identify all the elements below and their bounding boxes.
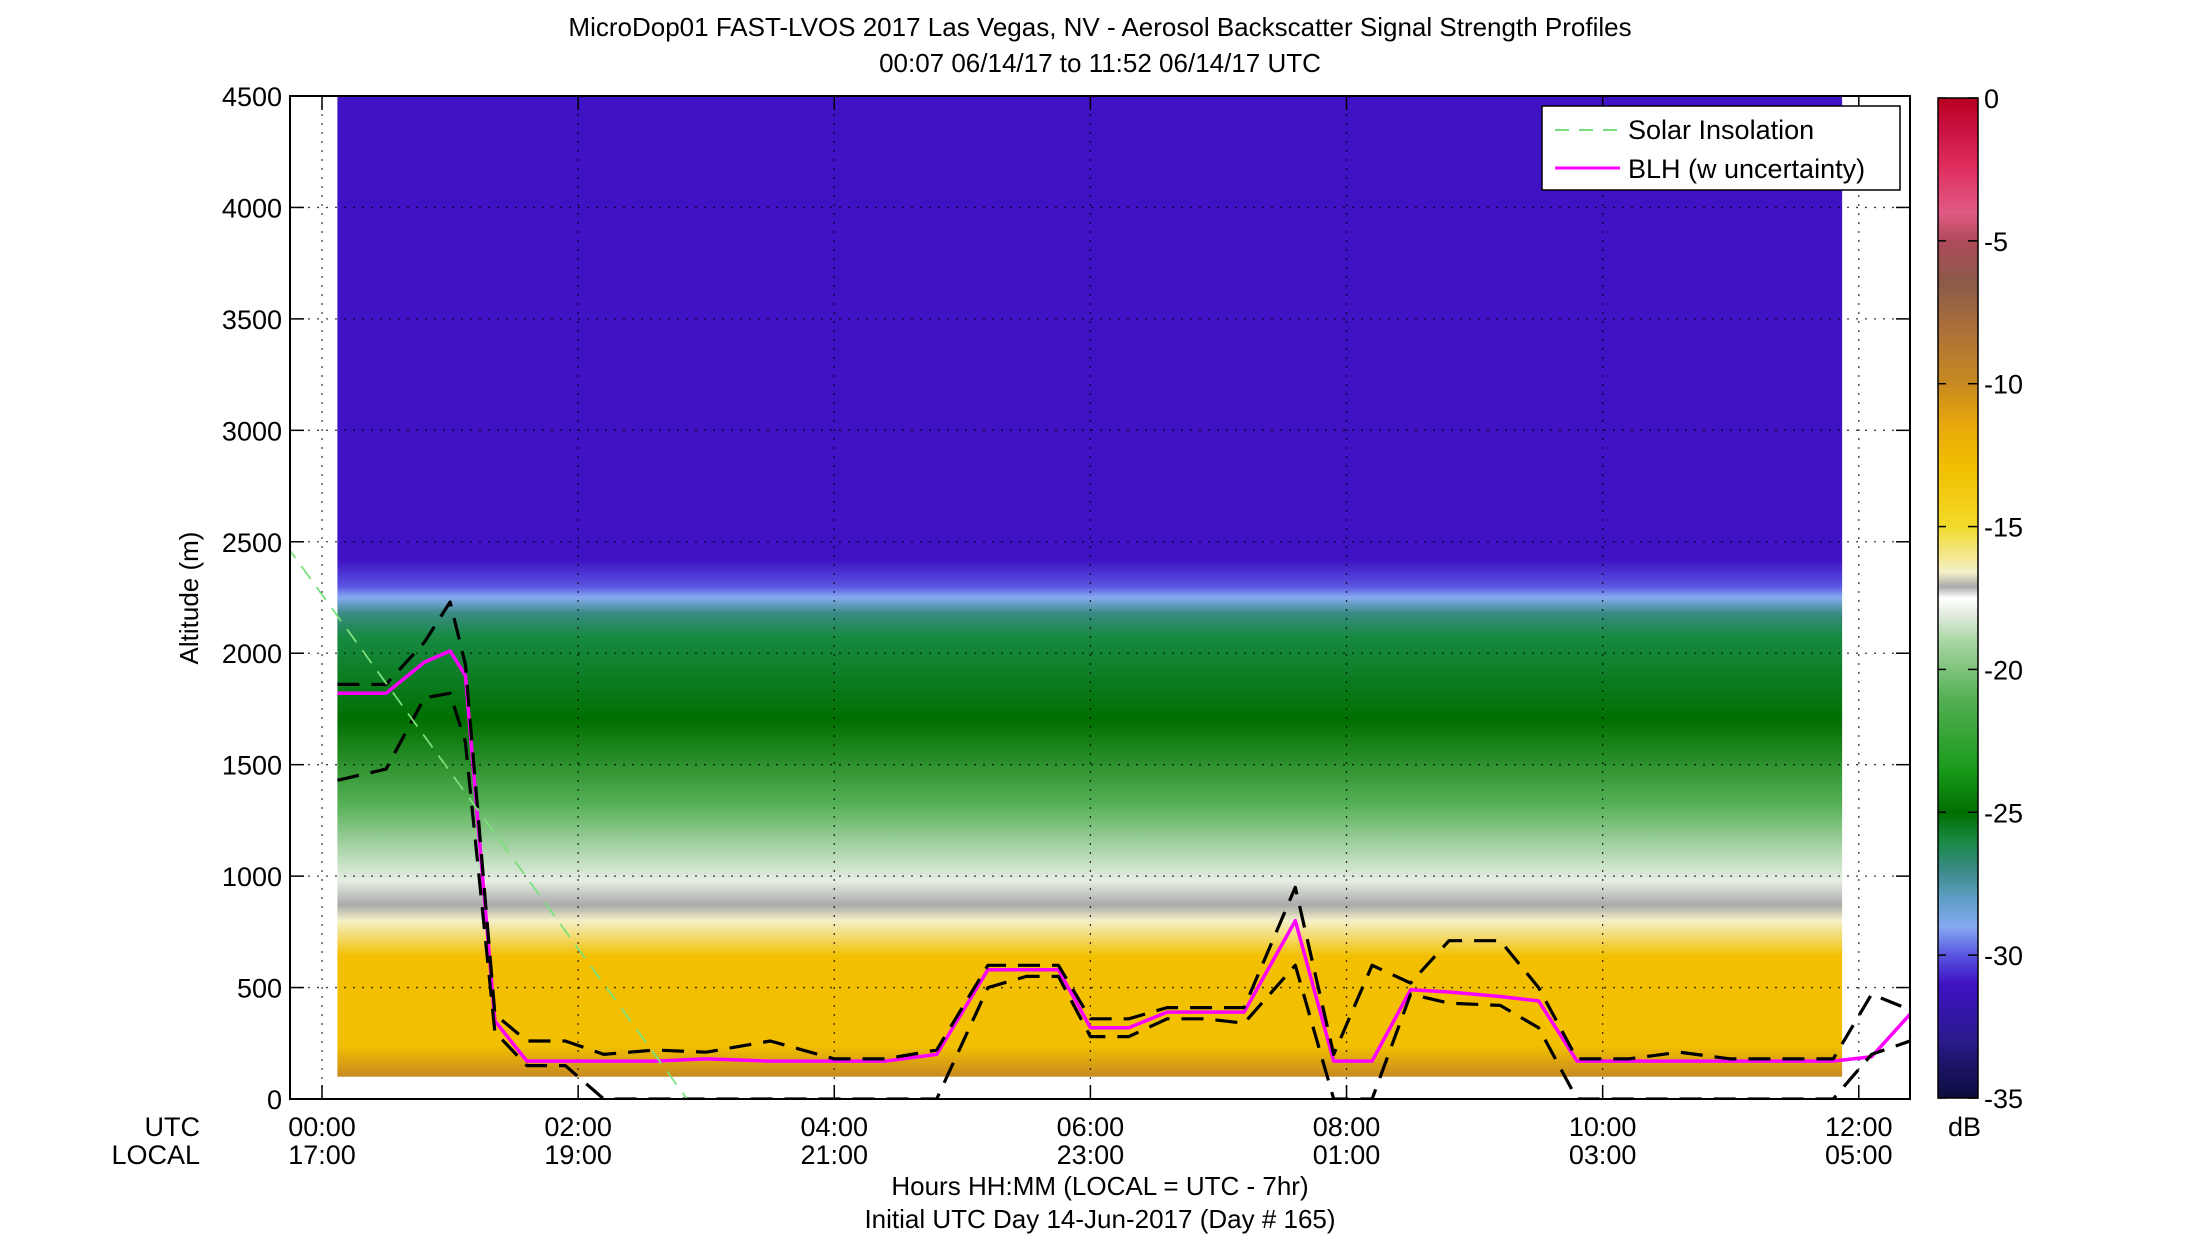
x-row-label-local: LOCAL bbox=[111, 1140, 200, 1170]
x-tick-label-local: 19:00 bbox=[544, 1140, 612, 1170]
chart-title: MicroDop01 FAST-LVOS 2017 Las Vegas, NV … bbox=[568, 12, 1631, 42]
x-tick-label-local: 05:00 bbox=[1825, 1140, 1893, 1170]
colorbar-tick-label: -5 bbox=[1984, 227, 2008, 257]
blh-line bbox=[337, 649, 1910, 1063]
x-tick-label-local: 17:00 bbox=[288, 1140, 356, 1170]
x-axis-label: Hours HH:MM (LOCAL = UTC - 7hr) bbox=[891, 1171, 1308, 1201]
y-axis-ticks: 0 500 1000 1500 2000 2500 3000 3500 4000 4500 bbox=[222, 82, 1910, 1115]
x-tick-label-utc: 08:00 bbox=[1313, 1112, 1381, 1142]
x-tick-label-local: 23:00 bbox=[1057, 1140, 1125, 1170]
x-tick-label-local: 01:00 bbox=[1313, 1140, 1381, 1170]
colorbar-tick-label: -15 bbox=[1984, 513, 2023, 543]
y-tick-label: 500 bbox=[237, 974, 282, 1004]
x-tick-label-utc: 10:00 bbox=[1569, 1112, 1637, 1142]
backscatter-heatmap bbox=[337, 96, 1843, 1077]
y-tick-label: 3000 bbox=[222, 416, 282, 446]
y-tick-label: 2000 bbox=[222, 639, 282, 669]
legend: Solar Insolation BLH (w uncertainty) bbox=[1541, 105, 1901, 191]
heatmap-field bbox=[337, 96, 1843, 1077]
y-tick-label: 4500 bbox=[222, 82, 282, 112]
y-axis-label: Altitude (m) bbox=[174, 532, 204, 665]
colorbar-gradient bbox=[1937, 97, 1979, 1099]
x-row-label-utc: UTC bbox=[145, 1112, 201, 1142]
x-tick-label-local: 21:00 bbox=[800, 1140, 868, 1170]
legend-solar-label: Solar Insolation bbox=[1628, 115, 1814, 145]
blh-lower-bound-line bbox=[337, 691, 1910, 1099]
colorbar: 0 -5 -10 -15 -20 -25 -30 -35 dB bbox=[1937, 84, 2023, 1142]
x-tick-label-utc: 06:00 bbox=[1057, 1112, 1125, 1142]
x-tick-label-utc: 00:00 bbox=[288, 1112, 356, 1142]
y-tick-label: 1000 bbox=[222, 862, 282, 892]
y-tick-label: 2500 bbox=[222, 528, 282, 558]
colorbar-tick-label: 0 bbox=[1984, 84, 1999, 114]
solar-insolation-line bbox=[290, 548, 688, 1099]
x-tick-label-utc: 04:00 bbox=[800, 1112, 868, 1142]
x-tick-label-utc: 02:00 bbox=[544, 1112, 612, 1142]
y-tick-label: 0 bbox=[267, 1085, 282, 1115]
y-tick-label: 3500 bbox=[222, 305, 282, 335]
chart-subtitle: 00:07 06/14/17 to 11:52 06/14/17 UTC bbox=[879, 48, 1321, 78]
y-tick-label: 4000 bbox=[222, 193, 282, 223]
colorbar-tick-label: -25 bbox=[1984, 798, 2023, 828]
y-tick-label: 1500 bbox=[222, 751, 282, 781]
legend-blh-label: BLH (w uncertainty) bbox=[1628, 154, 1865, 184]
colorbar-tick-label: -10 bbox=[1984, 370, 2023, 400]
grid-lines bbox=[290, 96, 1910, 1099]
legend-box bbox=[1541, 105, 1901, 191]
colorbar-tick-label: -20 bbox=[1984, 655, 2023, 685]
colorbar-unit-label: dB bbox=[1948, 1112, 1981, 1142]
x-tick-label-local: 03:00 bbox=[1569, 1140, 1637, 1170]
plot-frame bbox=[289, 95, 1911, 1100]
series-lines bbox=[290, 548, 1910, 1099]
x-tick-label-utc: 12:00 bbox=[1825, 1112, 1893, 1142]
colorbar-tick-label: -35 bbox=[1984, 1084, 2023, 1114]
colorbar-ticks: 0 -5 -10 -15 -20 -25 -30 -35 bbox=[1938, 84, 2023, 1114]
x-axis-label-day: Initial UTC Day 14-Jun-2017 (Day # 165) bbox=[864, 1204, 1335, 1234]
blh-upper-bound-line bbox=[337, 600, 1910, 1061]
colorbar-tick-label: -30 bbox=[1984, 941, 2023, 971]
